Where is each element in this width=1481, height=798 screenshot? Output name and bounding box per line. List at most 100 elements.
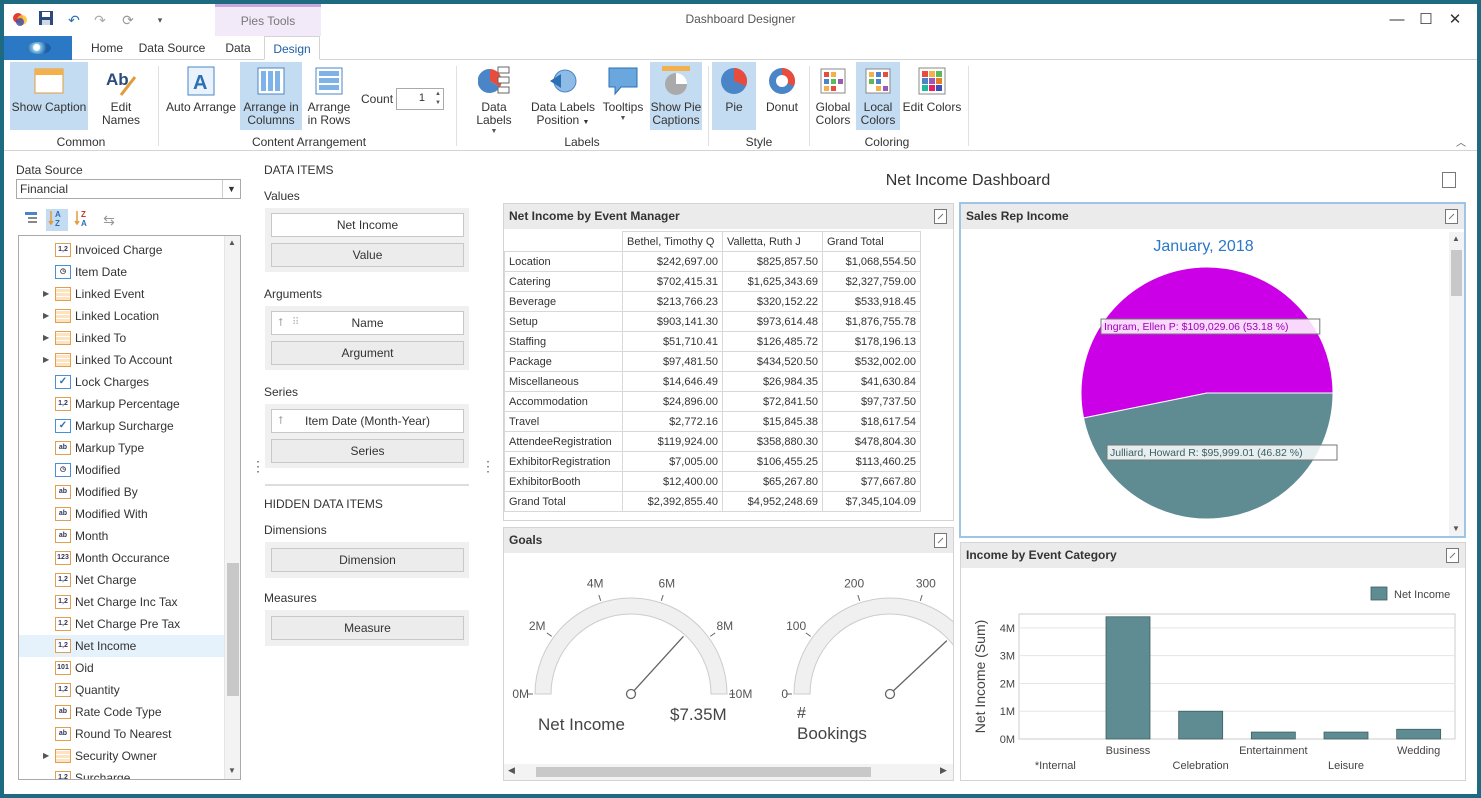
field-item[interactable]: 101 Oid xyxy=(19,657,224,679)
sort-arrow-icon[interactable]: ⭡ xyxy=(278,415,284,427)
pivot-column-header[interactable]: Valletta, Ruth J xyxy=(722,231,823,252)
field-item[interactable]: ▶ Linked To Account xyxy=(19,349,224,371)
pivot-row-header[interactable]: Miscellaneous xyxy=(504,371,623,392)
field-item[interactable]: ▶ Linked To xyxy=(19,327,224,349)
refresh-icon[interactable]: ⟳ xyxy=(122,12,134,28)
global-colors-button[interactable]: Global Colors xyxy=(812,62,854,130)
count-spinner[interactable]: 1 ▲ ▼ xyxy=(396,88,444,110)
field-item[interactable]: 1,2 Net Charge Pre Tax xyxy=(19,613,224,635)
arguments-placeholder[interactable]: Argument xyxy=(271,341,464,365)
expand-arrow-icon[interactable]: ▶ xyxy=(43,333,50,342)
scrollbar-thumb[interactable] xyxy=(1451,250,1462,296)
pivot-row-header[interactable]: ExhibitorRegistration xyxy=(504,451,623,472)
collapse-ribbon-icon[interactable]: ︿ xyxy=(1456,138,1466,149)
gauge-hscrollbar[interactable]: ◀ ▶ xyxy=(504,764,953,780)
donut-style-button[interactable]: Donut xyxy=(758,62,806,130)
field-item[interactable]: 1,2 Net Charge Inc Tax xyxy=(19,591,224,613)
splitter-grip-icon[interactable]: ⋮ xyxy=(251,458,265,474)
series-item-date[interactable]: ⭡ Item Date (Month-Year) xyxy=(271,409,464,433)
field-item[interactable]: ▶ Linked Location xyxy=(19,305,224,327)
values-item-net-income[interactable]: Net Income xyxy=(271,213,464,237)
tab-home[interactable]: Home xyxy=(90,41,123,55)
field-item[interactable]: ▶ Linked Event xyxy=(19,283,224,305)
field-item[interactable]: ▶ Security Owner xyxy=(19,745,224,767)
maximize-button[interactable]: ☐ xyxy=(1419,11,1433,28)
pivot-row-header[interactable]: Staffing xyxy=(504,331,623,352)
field-item[interactable]: ab Modified By xyxy=(19,481,224,503)
data-labels-position-button[interactable]: Data Labels Position ▼ xyxy=(530,62,596,130)
pivot-row-header[interactable]: Beverage xyxy=(504,291,623,312)
tooltips-button[interactable]: Tooltips ▼ xyxy=(598,62,648,130)
pivot-row-header[interactable]: Setup xyxy=(504,311,623,332)
app-logo-icon[interactable] xyxy=(10,10,30,30)
field-item[interactable]: ab Modified With xyxy=(19,503,224,525)
scroll-down-icon[interactable]: ▼ xyxy=(228,766,236,775)
minimize-button[interactable]: — xyxy=(1389,11,1405,28)
arrange-in-rows-button[interactable]: Arrange in Rows xyxy=(304,62,354,130)
field-item[interactable]: 1,2 Surcharge xyxy=(19,767,224,779)
scrollbar-thumb[interactable] xyxy=(227,563,239,696)
arrange-in-columns-button[interactable]: Arrange in Columns xyxy=(240,62,302,130)
scroll-left-icon[interactable]: ◀ xyxy=(508,765,515,775)
data-source-select[interactable]: Financial ▼ xyxy=(16,179,241,199)
close-button[interactable]: ✕ xyxy=(1448,11,1462,28)
splitter-grip-icon[interactable]: ⋮ xyxy=(481,458,495,474)
field-item[interactable]: 1,2 Quantity xyxy=(19,679,224,701)
measures-placeholder[interactable]: Measure xyxy=(271,616,464,640)
pie-scrollbar[interactable]: ▲ ▼ xyxy=(1449,232,1464,536)
field-item[interactable]: ab Round To Nearest xyxy=(19,723,224,745)
export-icon[interactable] xyxy=(934,533,947,548)
tab-data-source[interactable]: Data Source xyxy=(138,41,206,55)
expand-arrow-icon[interactable]: ▶ xyxy=(43,751,50,760)
series-placeholder[interactable]: Series xyxy=(271,439,464,463)
pivot-row-header[interactable]: ExhibitorBooth xyxy=(504,471,623,492)
scroll-right-icon[interactable]: ▶ xyxy=(940,765,947,775)
scrollbar-thumb[interactable] xyxy=(536,767,871,777)
edit-names-button[interactable]: Ab Edit Names xyxy=(90,62,152,130)
expand-arrow-icon[interactable]: ▶ xyxy=(43,355,50,364)
pivot-row-header[interactable]: Location xyxy=(504,251,623,272)
redo-icon[interactable]: ↷ xyxy=(94,12,106,28)
export-icon[interactable] xyxy=(934,209,947,224)
scroll-up-icon[interactable]: ▲ xyxy=(1452,234,1460,243)
spin-arrows-icon[interactable]: ▲ ▼ xyxy=(435,91,441,106)
scroll-up-icon[interactable]: ▲ xyxy=(228,238,236,247)
field-item[interactable]: ◷ Item Date xyxy=(19,261,224,283)
local-colors-button[interactable]: Local Colors xyxy=(856,62,900,130)
pivot-column-header[interactable]: Bethel, Timothy Q xyxy=(622,231,723,252)
field-item[interactable]: ✓ Markup Surcharge xyxy=(19,415,224,437)
show-pie-captions-button[interactable]: Show Pie Captions xyxy=(650,62,702,130)
pivot-row-header[interactable]: Catering xyxy=(504,271,623,292)
export-icon[interactable] xyxy=(1445,209,1458,224)
chevron-down-icon[interactable]: ▼ xyxy=(222,180,240,198)
pivot-row-header[interactable]: Travel xyxy=(504,411,623,432)
field-item[interactable]: ◷ Modified xyxy=(19,459,224,481)
scroll-down-icon[interactable]: ▼ xyxy=(1452,524,1460,533)
sort-arrow-icon[interactable]: ⭡ xyxy=(278,317,284,329)
tab-design[interactable]: Design xyxy=(264,36,320,60)
field-item[interactable]: 123 Month Occurance xyxy=(19,547,224,569)
pivot-row-header[interactable]: Package xyxy=(504,351,623,372)
field-item[interactable]: ab Markup Type xyxy=(19,437,224,459)
pivot-row-header[interactable]: AttendeeRegistration xyxy=(504,431,623,452)
save-icon[interactable] xyxy=(36,10,56,30)
field-list-scrollbar[interactable]: ▲ ▼ xyxy=(224,236,240,779)
field-item[interactable]: ✓ Lock Charges xyxy=(19,371,224,393)
customize-qat-icon[interactable]: ▾ xyxy=(157,15,163,25)
expand-arrow-icon[interactable]: ▶ xyxy=(43,289,50,298)
auto-arrange-button[interactable]: A Auto Arrange xyxy=(164,62,238,130)
pivot-column-header[interactable]: Grand Total xyxy=(822,231,921,252)
field-item[interactable]: ab Month xyxy=(19,525,224,547)
refresh-fields-icon[interactable]: ⇆ xyxy=(103,212,115,228)
values-placeholder[interactable]: Value xyxy=(271,243,464,267)
group-by-type-icon[interactable] xyxy=(20,209,42,231)
file-tab[interactable] xyxy=(4,36,72,60)
export-dashboard-icon[interactable] xyxy=(1442,172,1456,188)
arguments-item-name[interactable]: ⭡ ⠿ Name xyxy=(271,311,464,335)
data-labels-button[interactable]: Data Labels ▼ xyxy=(462,62,526,135)
expand-arrow-icon[interactable]: ▶ xyxy=(43,311,50,320)
field-item[interactable]: 1,2 Net Income xyxy=(19,635,224,657)
undo-icon[interactable]: ↶ xyxy=(68,12,80,28)
